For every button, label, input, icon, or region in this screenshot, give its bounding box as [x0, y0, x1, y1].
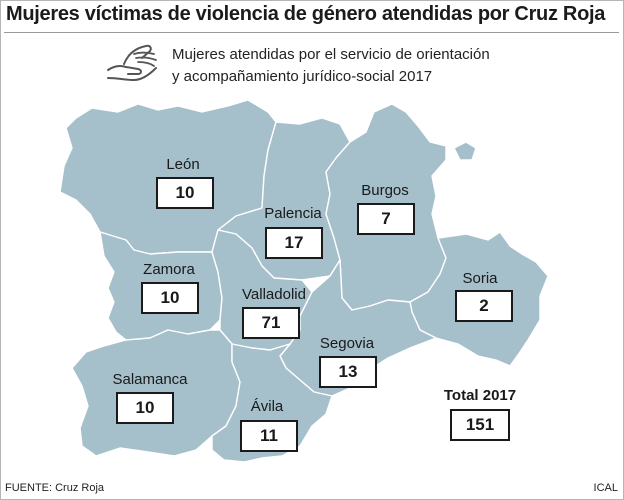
label-valladolid: Valladolid — [242, 286, 306, 303]
value-valladolid: 71 — [242, 307, 300, 339]
helping-hand-icon — [107, 44, 157, 82]
subtitle: Mujeres atendidas por el servicio de ori… — [172, 44, 612, 88]
value-segovia: 13 — [319, 356, 377, 388]
label-zamora: Zamora — [143, 261, 195, 278]
subtitle-line-1: Mujeres atendidas por el servicio de ori… — [172, 46, 490, 63]
label-leon: León — [166, 156, 200, 173]
value-leon: 10 — [156, 177, 214, 209]
label-soria: Soria — [462, 270, 498, 287]
page-title: Mujeres víctimas de violencia de género … — [6, 3, 606, 25]
value-palencia: 17 — [265, 227, 323, 259]
label-salamanca: Salamanca — [112, 371, 188, 388]
label-avila: Ávila — [250, 398, 284, 415]
agency-credit: ICAL — [593, 482, 618, 494]
value-burgos: 7 — [357, 203, 415, 235]
subtitle-line-2: y acompañamiento jurídico-social 2017 — [172, 68, 433, 85]
value-salamanca: 10 — [116, 392, 174, 424]
label-palencia: Palencia — [264, 205, 322, 222]
title-divider — [4, 32, 619, 33]
value-avila: 11 — [240, 420, 298, 452]
total-value: 151 — [450, 409, 510, 441]
source-credit: FUENTE: Cruz Roja — [5, 482, 105, 494]
value-soria: 2 — [455, 290, 513, 322]
label-segovia: Segovia — [319, 335, 375, 352]
label-burgos: Burgos — [361, 182, 409, 199]
value-zamora: 10 — [141, 282, 199, 314]
total-label: Total 2017 — [443, 387, 517, 404]
province-burgos-enclave[interactable] — [453, 141, 477, 161]
